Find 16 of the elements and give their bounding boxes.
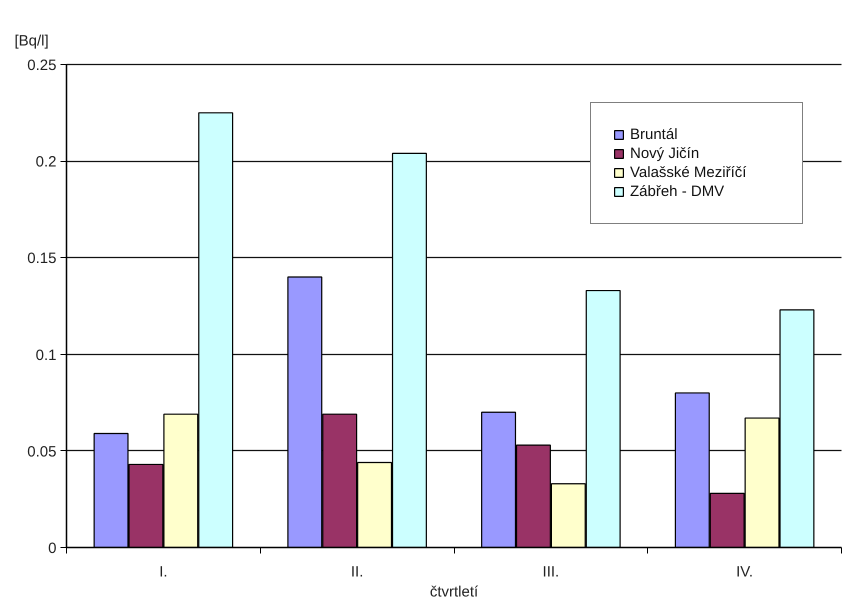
x-tick-label: III.: [542, 564, 560, 580]
x-tick-label: II.: [350, 564, 364, 580]
y-tick-label: 0: [48, 540, 56, 557]
y-tick-label: 0.2: [36, 154, 57, 171]
legend-label: Bruntál: [630, 125, 679, 144]
y-tick-label: 0.1: [36, 346, 57, 364]
x-tick-label: I.: [159, 564, 168, 580]
x-axis-title: čtvrtletí: [430, 584, 479, 600]
x-tick-label: IV.: [736, 564, 754, 580]
legend-label: Valašské Meziříčí: [630, 163, 748, 182]
y-axis-title: [Bq/l]: [14, 32, 49, 50]
legend-label: Nový Jičín: [630, 144, 700, 163]
y-tick-label: 0.05: [27, 443, 57, 460]
y-tick-label: 0.25: [27, 57, 57, 74]
legend-label: Zábřeh - DMV: [630, 182, 726, 201]
y-tick-label: 0.15: [27, 250, 57, 268]
